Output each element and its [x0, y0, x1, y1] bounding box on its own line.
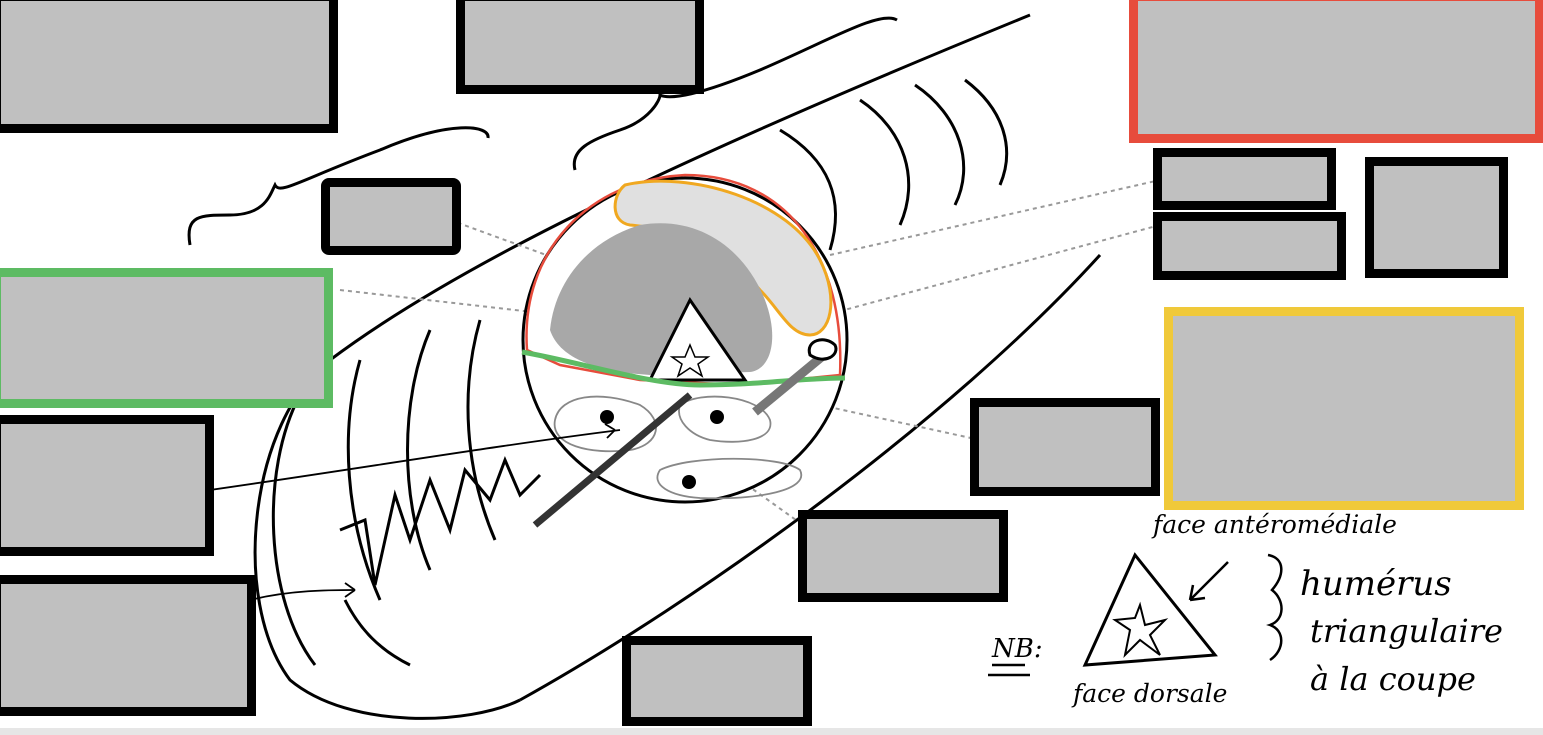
label-box-small-mid[interactable]	[321, 178, 461, 255]
note-face-dorsale: face dorsale	[1071, 679, 1227, 708]
label-box-bottom[interactable]	[622, 636, 812, 726]
label-box-right-small[interactable]	[1365, 157, 1508, 278]
label-box-top-center[interactable]	[456, 0, 704, 94]
label-box-left-2[interactable]	[0, 575, 256, 716]
label-box-top-right[interactable]	[1129, 0, 1543, 143]
nerve-dots	[600, 410, 724, 489]
brace-right	[572, 16, 898, 171]
label-box-center-low[interactable]	[798, 510, 1008, 602]
humerus-triangle	[647, 297, 748, 382]
orange-muscle	[613, 179, 833, 337]
label-box-left-1[interactable]	[0, 415, 214, 556]
zigzag-line	[339, 455, 542, 586]
brace-left	[187, 126, 490, 246]
muscle-striations	[343, 78, 1008, 667]
label-box-top-left[interactable]	[0, 0, 338, 133]
thick-line-2	[752, 346, 833, 416]
bottom-bar	[0, 728, 1543, 735]
note-line-2: triangulaire	[1310, 612, 1503, 650]
label-box-yellow[interactable]	[1164, 307, 1524, 510]
note-triangle	[988, 552, 1283, 677]
label-box-right-2[interactable]	[1153, 212, 1346, 280]
label-box-green[interactable]	[0, 268, 333, 408]
star-icon	[669, 343, 711, 378]
note-line-3: à la coupe	[1310, 660, 1476, 698]
small-oval	[807, 338, 838, 361]
lower-compartment	[553, 395, 803, 500]
thick-line-1	[532, 392, 693, 528]
green-boundary	[521, 349, 846, 388]
note-face-anteromediale: face antéromédiale	[1151, 510, 1397, 539]
leader-arrows	[209, 423, 621, 601]
label-box-right-1[interactable]	[1153, 148, 1336, 210]
red-compartment	[525, 173, 842, 387]
note-line-1: humérus	[1300, 564, 1452, 604]
note-nb-text: NB:	[991, 634, 1043, 664]
label-box-center-right[interactable]	[970, 398, 1160, 496]
